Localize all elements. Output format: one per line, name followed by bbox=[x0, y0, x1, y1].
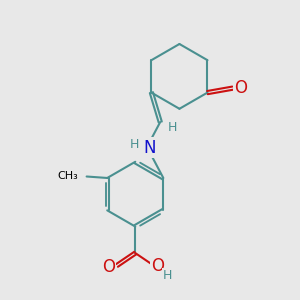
Text: H: H bbox=[163, 269, 172, 282]
Text: CH₃: CH₃ bbox=[58, 171, 78, 181]
Text: N: N bbox=[144, 139, 156, 157]
Text: O: O bbox=[152, 257, 164, 275]
Text: O: O bbox=[102, 258, 115, 276]
Text: H: H bbox=[130, 138, 139, 151]
Text: O: O bbox=[234, 79, 247, 97]
Text: H: H bbox=[168, 121, 177, 134]
